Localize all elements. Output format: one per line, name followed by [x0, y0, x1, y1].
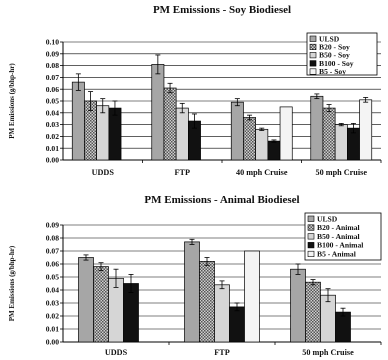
bar-b20-animal [305, 281, 321, 343]
bar-b50-animal [214, 284, 230, 343]
legend-swatch [307, 242, 315, 249]
bar-ulsd [184, 241, 200, 343]
legend-swatch [307, 233, 315, 240]
bar-b20-soy [163, 87, 177, 161]
y-axis-label: PM Emissions (g/bhp-hr) [8, 63, 16, 139]
x-tick-label: 50 mph Cruise [316, 168, 368, 177]
bar-b50-soy [255, 128, 269, 161]
bar-b5-soy [359, 99, 373, 161]
y-tick-label: 0.10 [46, 38, 59, 47]
x-tick-label: 40 mph Cruise [236, 168, 288, 177]
bar-b50-soy [175, 107, 189, 161]
y-tick-label: 0.00 [46, 338, 59, 347]
legend-label: B20 - Soy [319, 43, 350, 52]
bar-b50-animal [320, 294, 336, 343]
legend-swatch [307, 215, 315, 222]
y-tick-label: 0.02 [46, 312, 59, 321]
legend-label: B20 - Animal [317, 223, 360, 232]
y-tick-label: 0.05 [46, 97, 59, 106]
y-tick-label: 0.03 [46, 299, 59, 308]
y-tick-label: 0.08 [46, 234, 59, 243]
bar-ulsd [230, 101, 244, 161]
y-tick-label: 0.02 [46, 132, 59, 141]
y-tick-label: 0.00 [46, 156, 59, 165]
y-tick-label: 0.01 [46, 325, 59, 334]
legend-swatch [309, 60, 317, 67]
x-tick-label: FTP [214, 348, 229, 357]
bar-b50-soy [96, 105, 110, 161]
legend-label: B100 - Animal [317, 241, 363, 250]
bar-ulsd [290, 268, 306, 343]
legend-label: B5 - Soy [319, 67, 346, 76]
legend-label: B5 - Animal [317, 250, 356, 259]
bar-b50-animal [108, 277, 124, 343]
bar-b5-soy [279, 106, 293, 161]
bar-b100-soy [108, 107, 122, 161]
chart-2: PM Emissions - Animal Biodiesel 0.00 0.01 0… [8, 194, 382, 357]
y-axis-label: PM Emissions (g/bhp-hr) [8, 245, 16, 321]
legend-label: ULSD [319, 34, 340, 43]
legend-label: B50 - Soy [319, 51, 350, 60]
legend-swatch [309, 35, 317, 42]
bar-b20-animal [93, 266, 109, 343]
legend-swatch [309, 68, 317, 75]
legend-box [306, 32, 378, 76]
y-tick-label: 0.01 [46, 144, 59, 153]
chart-title: PM Emissions - Soy Biodiesel [153, 4, 291, 16]
y-tick-label: 0.07 [46, 73, 59, 82]
legend-label: B100 - Soy [319, 59, 354, 68]
chart-title: PM Emissions - Animal Biodiesel [144, 194, 299, 206]
bar-b100-animal [335, 311, 351, 343]
legend-swatch [307, 250, 315, 257]
legend-label: B50 - Animal [317, 232, 360, 241]
bar-b5-animal [244, 250, 260, 343]
bar-b20-soy [322, 107, 336, 161]
x-tick-label: 50 mph Cruise [302, 348, 354, 357]
legend-swatch [309, 52, 317, 59]
bar-ulsd [151, 64, 165, 161]
y-tick-label: 0.08 [46, 61, 59, 70]
bar-b100-animal [229, 306, 245, 343]
bar-ulsd [71, 81, 85, 161]
bar-b20-animal [199, 261, 215, 343]
y-tick-label: 0.04 [46, 108, 59, 117]
y-tick-label: 0.07 [46, 247, 59, 256]
y-tick-label: 0.09 [46, 221, 59, 230]
legend-swatch [309, 43, 317, 51]
y-tick-label: 0.05 [46, 273, 59, 282]
legend-box [304, 212, 382, 261]
y-tick-label: 0.04 [46, 286, 59, 295]
legend-swatch [307, 224, 315, 231]
y-tick-label: 0.03 [46, 120, 59, 129]
bar-ulsd [78, 257, 94, 343]
bar-b100-soy [267, 140, 281, 161]
chart-1: PM Emissions - Soy Biodiesel 0.00 0.01 0.02… [8, 4, 382, 177]
y-tick-label: 0.06 [46, 260, 59, 269]
bar-ulsd [310, 95, 324, 161]
x-tick-label: UDDS [92, 168, 115, 177]
y-tick-label: 0.09 [46, 49, 59, 58]
y-tick-label: 0.06 [46, 85, 59, 94]
bar-b20-soy [243, 117, 256, 161]
x-tick-label: FTP [175, 168, 190, 177]
bar-b50-soy [334, 124, 348, 161]
x-tick-label: UDDS [105, 348, 128, 357]
legend-label: ULSD [317, 214, 338, 223]
